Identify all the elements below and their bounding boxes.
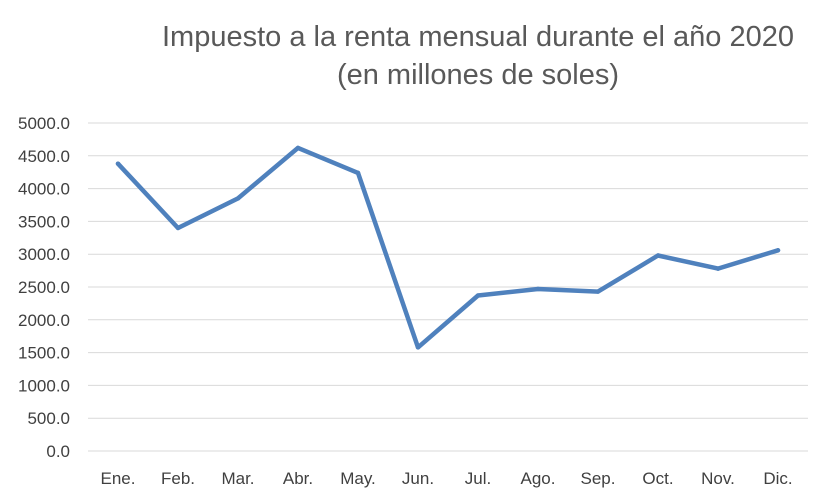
data-point [595,289,601,294]
x-tick-label: Ago. [521,469,556,488]
y-tick-label: 500.0 [27,409,70,428]
data-point [535,286,541,292]
x-tick-label: Sep. [581,469,616,488]
x-tick-label: Jul. [465,469,491,488]
x-tick-label: May. [340,469,376,488]
data-point [115,161,121,166]
data-point [715,266,721,271]
y-tick-label: 4500.0 [18,147,70,166]
y-tick-label: 3500.0 [18,212,70,231]
x-tick-label: Jun. [402,469,434,488]
data-point [355,170,361,176]
y-axis-ticks: 0.0 500.0 1000.0 1500.0 2000.0 2500.0 3000.0 35… [18,114,70,461]
series [115,145,781,350]
x-tick-label: Mar. [221,469,254,488]
y-tick-label: 1000.0 [18,376,70,395]
data-point [415,345,421,350]
x-tick-label: Dic. [763,469,792,488]
data-point [655,253,661,258]
y-tick-label: 2000.0 [18,311,70,330]
y-tick-label: 3000.0 [18,245,70,264]
x-tick-label: Feb. [161,469,195,488]
data-point [235,196,241,201]
x-tick-label: Abr. [283,469,313,488]
y-tick-label: 4000.0 [18,180,70,199]
data-point [775,248,781,253]
chart-title: Impuesto a la renta mensual durante el a… [162,21,794,53]
data-point [475,293,481,298]
x-tick-label: Oct. [642,469,673,488]
data-point [175,225,181,231]
gridlines [88,122,808,452]
y-tick-label: 5000.0 [18,114,70,133]
data-point [295,145,301,151]
y-tick-label: 0.0 [46,442,70,461]
x-axis-ticks: Ene. Feb. Mar. Abr. May. Jun. Jul. Ago. Sep. Oct.… [101,469,793,488]
x-tick-label: Ene. [101,469,136,488]
y-tick-label: 1500.0 [18,344,70,363]
series-line [115,145,781,350]
y-tick-label: 2500.0 [18,278,70,297]
chart-subtitle: (en millones de soles) [337,59,619,91]
x-tick-label: Nov. [701,469,735,488]
